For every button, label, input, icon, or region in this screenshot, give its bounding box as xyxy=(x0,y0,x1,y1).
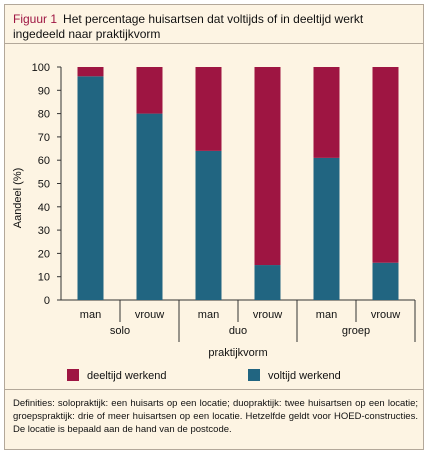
bar-voltijd xyxy=(136,113,163,300)
bar-deeltijd xyxy=(77,67,104,77)
chart-axes xyxy=(60,67,416,342)
x-tick-label: vrouw xyxy=(371,309,400,321)
y-tick-label: 0 xyxy=(44,295,50,307)
y-tick-label: 40 xyxy=(38,202,50,214)
bar-deeltijd xyxy=(313,67,340,158)
bar-deeltijd xyxy=(372,67,399,263)
figure-label: Figuur 1 xyxy=(13,12,58,26)
bar-voltijd xyxy=(254,265,281,300)
y-axis-label: Aandeel (%) xyxy=(12,168,24,229)
stacked-bar-chart: 0 10 20 30 40 50 60 70 80 90 100 man vrouw man vrouw ma… xyxy=(12,62,416,382)
bar-voltijd xyxy=(195,150,222,300)
bar-deeltijd xyxy=(254,67,281,266)
figure-frame: Figuur 1 Het percentage huisartsen dat vo… xyxy=(4,4,424,450)
legend-label: deeltijd werkend xyxy=(87,370,167,382)
legend-swatch xyxy=(248,369,260,381)
y-tick-label: 80 xyxy=(38,109,50,121)
x-tick-label: man xyxy=(80,309,101,321)
x-tick-label: man xyxy=(198,309,219,321)
x-group-label: duo xyxy=(229,325,247,337)
x-axis-label: praktijkvorm xyxy=(208,347,267,359)
y-tick-label: 20 xyxy=(38,248,50,260)
x-group-label: solo xyxy=(110,325,130,337)
bar-voltijd xyxy=(372,262,399,300)
figure-title-text: Het percentage huisartsen dat voltijds o… xyxy=(13,12,364,41)
y-tick-label: 90 xyxy=(38,85,50,97)
y-tick-label: 50 xyxy=(38,179,50,191)
bar-deeltijd xyxy=(195,67,222,151)
x-tick-label: man xyxy=(316,309,337,321)
bar-voltijd xyxy=(313,157,340,300)
y-tick-label: 100 xyxy=(32,62,50,74)
legend-swatch xyxy=(67,369,79,381)
y-tick-label: 30 xyxy=(38,225,50,237)
y-tick-label: 70 xyxy=(38,132,50,144)
title-divider xyxy=(5,43,423,44)
x-tick-label: vrouw xyxy=(135,309,164,321)
x-group-label: groep xyxy=(342,325,370,337)
legend-label: voltijd werkend xyxy=(268,370,341,382)
chart-bars xyxy=(77,67,399,300)
figure-title: Figuur 1 Het percentage huisartsen dat vo… xyxy=(13,12,413,42)
y-tick-label: 10 xyxy=(38,272,50,284)
chart-ticks: 0 10 20 30 40 50 60 70 80 90 100 man vrouw man vrouw ma… xyxy=(32,62,401,337)
y-tick-label: 60 xyxy=(38,155,50,167)
bar-voltijd xyxy=(77,76,104,300)
x-tick-label: vrouw xyxy=(253,309,282,321)
bar-deeltijd xyxy=(136,67,163,114)
footnote-divider xyxy=(5,389,423,390)
figure-footnote: Definities: solopraktijk: een huisarts o… xyxy=(13,398,418,435)
chart-legend: deeltijd werkend voltijd werkend xyxy=(67,369,341,382)
